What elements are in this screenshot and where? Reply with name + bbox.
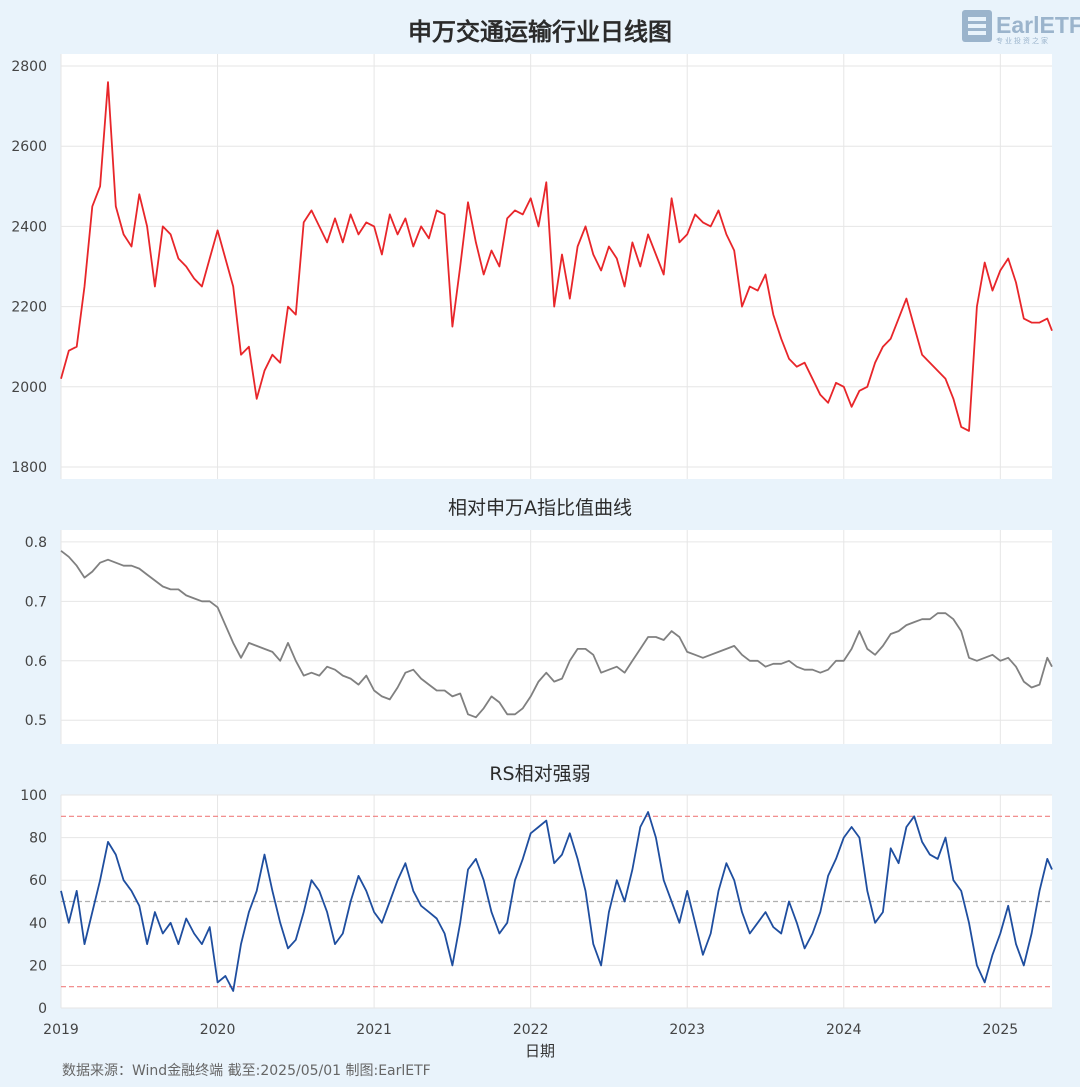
ratio-chart-panel <box>61 530 1052 744</box>
y-tick-label: 20 <box>29 958 47 974</box>
y-tick-label: 0.6 <box>25 654 47 670</box>
series-line <box>60 811 1053 992</box>
logo-icon <box>962 10 992 42</box>
series-line <box>60 81 1053 432</box>
y-tick-label: 2800 <box>11 59 47 75</box>
series-line <box>60 550 1053 719</box>
y-tick-label: 2600 <box>11 139 47 155</box>
y-tick-label: 0.8 <box>25 535 47 551</box>
y-tick-label: 0 <box>38 1001 47 1017</box>
chart-title-rs: RS相对强弱 <box>489 763 591 785</box>
y-tick-label: 2200 <box>11 300 47 316</box>
source-note: 数据来源：Wind金融终端 截至:2025/05/01 制图:EarlETF <box>62 1063 431 1079</box>
y-tick-label: 80 <box>29 831 47 847</box>
chart-title-ratio: 相对申万A指比值曲线 <box>448 497 632 519</box>
x-tick-label: 2021 <box>356 1022 392 1038</box>
logo-text: EarlETF <box>996 12 1080 38</box>
x-tick-label: 2025 <box>983 1022 1019 1038</box>
x-tick-label: 2023 <box>669 1022 705 1038</box>
y-tick-label: 60 <box>29 873 47 889</box>
x-tick-label: 2022 <box>513 1022 549 1038</box>
x-tick-label: 2019 <box>43 1022 79 1038</box>
y-tick-label: 100 <box>20 788 47 804</box>
x-tick-label: 2024 <box>826 1022 862 1038</box>
y-tick-label: 1800 <box>11 460 47 476</box>
price-chart-panel <box>61 54 1052 479</box>
x-tick-label: 2020 <box>200 1022 236 1038</box>
chart-title-price: 申万交通运输行业日线图 <box>408 18 672 46</box>
logo-subtext: 专业投资之家 <box>996 37 1050 45</box>
y-tick-label: 0.7 <box>25 594 47 610</box>
x-axis-label: 日期 <box>524 1042 555 1060</box>
y-tick-label: 40 <box>29 916 47 932</box>
y-tick-label: 2400 <box>11 219 47 235</box>
y-tick-label: 0.5 <box>25 713 47 729</box>
y-tick-label: 2000 <box>11 380 47 396</box>
earletf-logo: EarlETF 专业投资之家 <box>962 10 1080 45</box>
